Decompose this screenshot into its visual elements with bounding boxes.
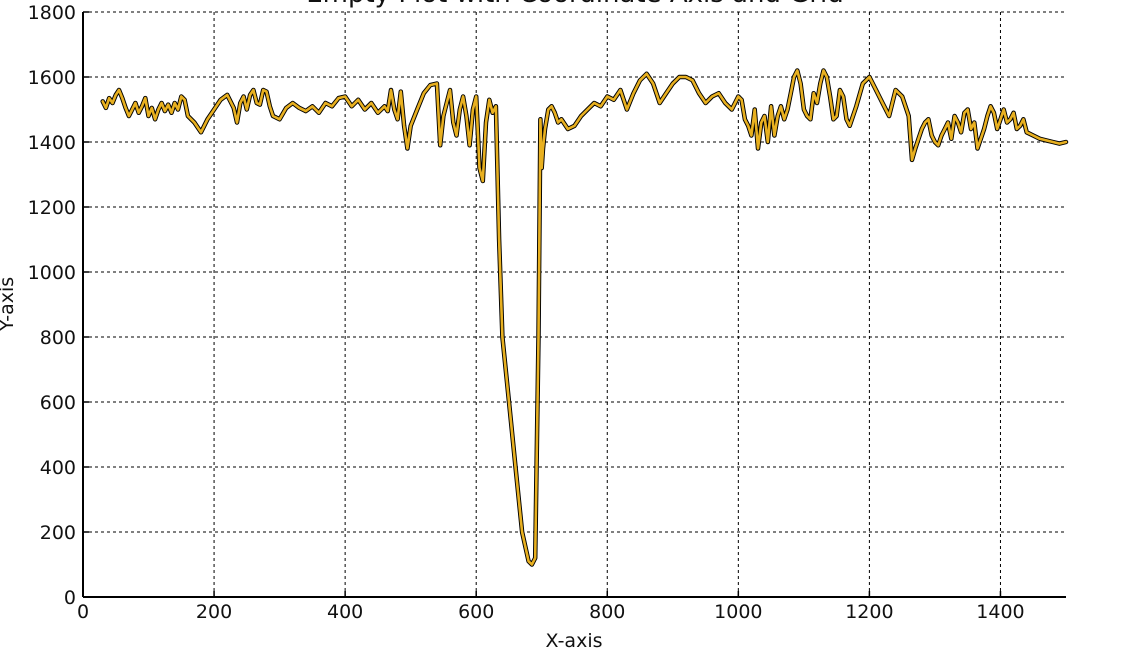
y-tick-label: 200 xyxy=(40,522,76,544)
x-axis-label: X-axis xyxy=(546,630,603,652)
x-tick-label: 800 xyxy=(589,601,625,623)
x-tick-label: 1000 xyxy=(714,601,762,623)
series-line xyxy=(101,69,1068,566)
y-tick-label: 1800 xyxy=(28,2,76,24)
x-tick-label: 200 xyxy=(196,601,232,623)
chart-title: Empty Plot with Coordinate Axis and Grid xyxy=(306,0,844,9)
y-tick-label: 600 xyxy=(40,392,76,414)
x-tick-label: 600 xyxy=(458,601,494,623)
x-tick-label: 1200 xyxy=(845,601,893,623)
series-line-outline xyxy=(100,68,1069,567)
y-tick-label: 0 xyxy=(64,587,76,609)
tick-labels: 0 200 400 600 800 1000 1200 1400 0 200 400 600 800 10… xyxy=(28,2,1025,623)
axes xyxy=(82,11,1066,598)
x-tick-label: 400 xyxy=(327,601,363,623)
y-tick-label: 1200 xyxy=(28,197,76,219)
x-tick-label: 1400 xyxy=(976,601,1024,623)
y-tick-label: 800 xyxy=(40,327,76,349)
series-layer xyxy=(100,68,1069,567)
y-axis-label: Y-axis xyxy=(0,277,18,332)
y-tick-label: 400 xyxy=(40,457,76,479)
x-tick-label: 0 xyxy=(77,601,89,623)
y-tick-label: 1000 xyxy=(28,262,76,284)
y-tick-label: 1400 xyxy=(28,132,76,154)
y-tick-label: 1600 xyxy=(28,67,76,89)
